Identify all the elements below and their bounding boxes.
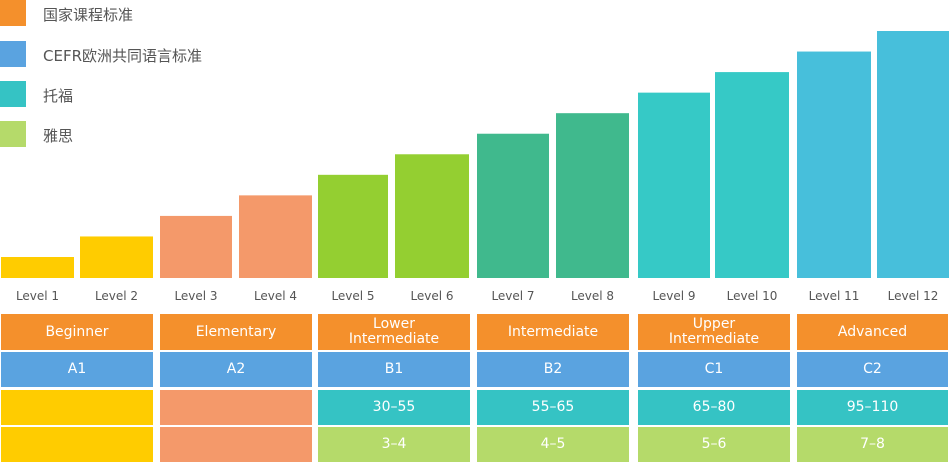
level-label: Level 10 <box>726 289 778 303</box>
legend-label-ielts: 雅思 <box>43 127 74 145</box>
bar-level-12 <box>877 31 949 278</box>
legend-item-curriculum: 国家课程标准 <box>0 0 260 26</box>
ielts-cell <box>160 427 312 462</box>
cefr-cell: C1 <box>638 352 790 387</box>
level-label: Level 9 <box>652 289 696 303</box>
bar-level-8 <box>556 113 629 278</box>
legend-item-cefr: CEFR欧洲共同语言标准 <box>0 41 260 67</box>
legend-item-toefl: 托福 <box>0 81 260 107</box>
curriculum-cell: Lower Intermediate <box>318 314 470 350</box>
bar-level-3 <box>160 215 232 278</box>
bar-level-9 <box>638 92 710 279</box>
curriculum-cell: Upper Intermediate <box>638 314 790 350</box>
level-label: Level 5 <box>331 289 375 303</box>
ielts-cell: 7–8 <box>797 427 948 462</box>
level-label-row: Level 1 Level 2 Level 3 Level 4 Level 5 … <box>0 281 949 311</box>
toefl-cell: 65–80 <box>638 390 790 425</box>
ielts-cell: 3–4 <box>318 427 470 462</box>
cefr-cell: B2 <box>477 352 629 387</box>
level-label: Level 8 <box>570 289 615 303</box>
level-label: Level 11 <box>808 289 860 303</box>
bar-level-5 <box>318 174 388 278</box>
toefl-cell: 55–65 <box>477 390 629 425</box>
level-label: Level 6 <box>410 289 454 303</box>
bar-level-2 <box>80 236 153 278</box>
level-label: Level 2 <box>94 289 139 303</box>
legend-swatch-cefr <box>0 41 26 67</box>
legend-swatch-ielts <box>0 121 26 147</box>
legend-swatch-curriculum <box>0 0 26 26</box>
toefl-cell: 30–55 <box>318 390 470 425</box>
cefr-cell: B1 <box>318 352 470 387</box>
level-label: Level 7 <box>491 289 535 303</box>
bar-level-7 <box>477 133 549 278</box>
legend-swatch-toefl <box>0 81 26 107</box>
legend-label-toefl: 托福 <box>43 87 74 105</box>
bar-level-1 <box>1 257 74 278</box>
curriculum-cell: Elementary <box>160 314 312 350</box>
bar-level-6 <box>395 154 469 278</box>
bar-level-11 <box>797 51 871 278</box>
cefr-cell: A2 <box>160 352 312 387</box>
toefl-cell <box>1 390 153 425</box>
curriculum-cell: Advanced <box>797 314 948 350</box>
level-label: Level 1 <box>15 289 60 303</box>
toefl-cell <box>160 390 312 425</box>
toefl-cell: 95–110 <box>797 390 948 425</box>
ielts-cell: 4–5 <box>477 427 629 462</box>
bar-level-4 <box>239 195 312 278</box>
level-label: Level 4 <box>253 289 298 303</box>
legend-label-cefr: CEFR欧洲共同语言标准 <box>43 47 203 65</box>
legend-label-curriculum: 国家课程标准 <box>43 6 134 24</box>
level-label: Level 3 <box>174 289 218 303</box>
curriculum-cell: Beginner <box>1 314 153 350</box>
cefr-cell: A1 <box>1 352 153 387</box>
cefr-cell: C2 <box>797 352 948 387</box>
level-bar-chart <box>1 31 949 279</box>
curriculum-cell: Intermediate <box>477 314 629 350</box>
ielts-cell <box>1 427 153 462</box>
bar-level-10 <box>715 72 789 278</box>
level-label: Level 12 <box>887 289 939 303</box>
legend-item-ielts: 雅思 <box>0 121 260 147</box>
ielts-cell: 5–6 <box>638 427 790 462</box>
